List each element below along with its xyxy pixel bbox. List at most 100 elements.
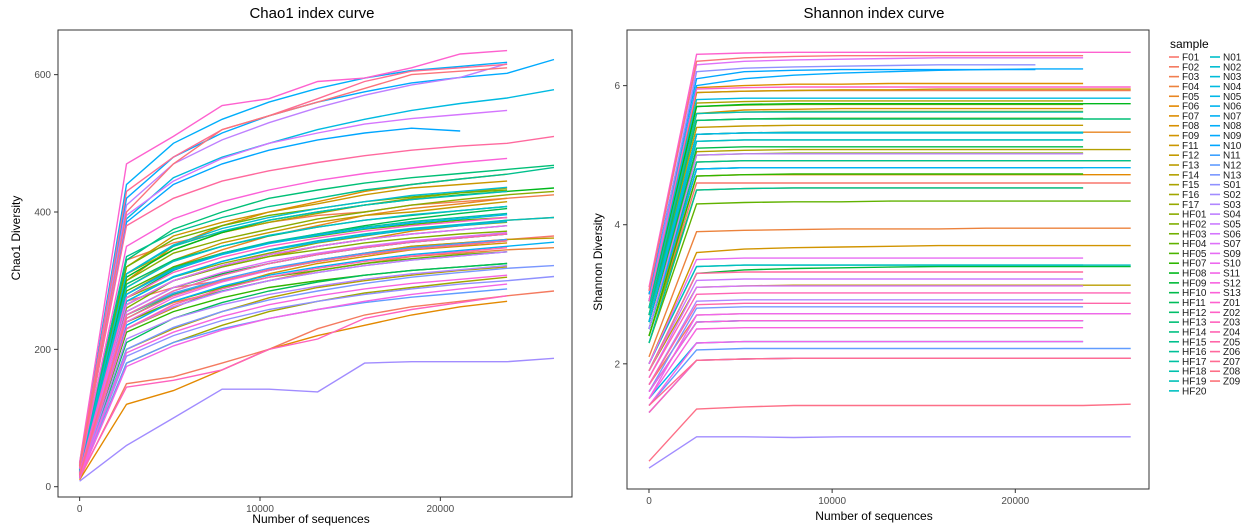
legend-label-f04: F04 bbox=[1182, 82, 1200, 93]
shannon-series-n01 bbox=[648, 139, 1084, 323]
chao1-series-hf13 bbox=[78, 164, 555, 469]
legend-label-hf07: HF07 bbox=[1182, 259, 1207, 270]
legend-label-z05: Z05 bbox=[1223, 337, 1241, 348]
shannon-series-z02 bbox=[648, 86, 1131, 302]
legend-label-f02: F02 bbox=[1182, 62, 1200, 73]
legend-label-z09: Z09 bbox=[1223, 377, 1241, 388]
chao1-x-tick-label: 20000 bbox=[426, 504, 454, 515]
chao1-series-n11 bbox=[78, 238, 508, 476]
chao1-series-s13 bbox=[78, 157, 508, 469]
legend-label-s11: S11 bbox=[1223, 269, 1240, 280]
chao1-series-z08 bbox=[78, 240, 508, 476]
shannon-series-f04 bbox=[648, 227, 1131, 358]
chao1-series-s04 bbox=[78, 63, 508, 465]
chao1-series-z01 bbox=[78, 49, 508, 463]
legend-label-hf16: HF16 bbox=[1182, 347, 1207, 358]
chao1-series-hf11 bbox=[78, 262, 508, 478]
legend-label-n01: N01 bbox=[1223, 53, 1242, 64]
shannon-series-hf16 bbox=[648, 187, 1084, 344]
chao1-x-tick-label: 10000 bbox=[246, 504, 274, 515]
legend-label-s06: S06 bbox=[1223, 229, 1241, 240]
legend-label-f13: F13 bbox=[1182, 161, 1200, 172]
shannon-series-s13 bbox=[648, 320, 1084, 392]
shannon-x-tick-label: 20000 bbox=[1001, 496, 1029, 507]
shannon-series-f09 bbox=[648, 244, 1131, 365]
chao1-x-tick-label: 0 bbox=[77, 504, 83, 515]
shannon-series-z07 bbox=[648, 357, 1131, 407]
chao1-series-group bbox=[78, 49, 555, 482]
shannon-x-tick-label: 0 bbox=[646, 496, 652, 507]
legend-label-s09: S09 bbox=[1223, 249, 1241, 260]
shannon-series-s09 bbox=[648, 257, 1084, 365]
shannon-series-hf19 bbox=[648, 111, 1084, 309]
legend-label-n09: N09 bbox=[1223, 131, 1242, 142]
shannon-y-axis-label: Shannon Diversity bbox=[591, 213, 605, 310]
chao1-y-tick-label: 400 bbox=[34, 207, 51, 218]
legend-label-s02: S02 bbox=[1223, 190, 1241, 201]
shannon-series-f15 bbox=[648, 100, 1084, 302]
legend-label-f08: F08 bbox=[1182, 121, 1200, 132]
legend-label-z08: Z08 bbox=[1223, 367, 1241, 378]
legend-label-hf15: HF15 bbox=[1182, 337, 1207, 348]
chao1-series-z05 bbox=[78, 233, 508, 475]
shannon-series-n10 bbox=[648, 68, 1036, 295]
chao1-series-z02 bbox=[78, 216, 508, 474]
legend-label-n06: N06 bbox=[1223, 102, 1242, 113]
legend-label-n07: N07 bbox=[1223, 111, 1242, 122]
chao1-series-s07 bbox=[78, 231, 508, 475]
legend-label-f03: F03 bbox=[1182, 72, 1200, 83]
shannon-y-tick-label: 2 bbox=[614, 359, 620, 370]
chao1-series-n10 bbox=[78, 127, 461, 469]
chao1-series-hf15 bbox=[78, 166, 555, 470]
legend-label-s12: S12 bbox=[1223, 278, 1241, 289]
legend-label-n12: N12 bbox=[1223, 161, 1242, 172]
shannon-series-hf04 bbox=[648, 200, 1131, 344]
chao1-series-s02 bbox=[79, 357, 555, 482]
chao1-series-n06 bbox=[78, 214, 508, 473]
legend-label-s04: S04 bbox=[1223, 210, 1241, 221]
legend-label-s10: S10 bbox=[1223, 259, 1241, 270]
shannon-series-f01 bbox=[648, 182, 1131, 337]
shannon-series-s03 bbox=[648, 299, 1084, 386]
chao1-panel: Chao1 index curve Number of sequences Ch… bbox=[9, 5, 573, 526]
legend-label-z01: Z01 bbox=[1223, 298, 1241, 309]
chao1-y-tick-label: 600 bbox=[34, 70, 51, 81]
shannon-x-axis-label: Number of sequences bbox=[815, 509, 932, 523]
chao1-series-n02 bbox=[78, 186, 508, 471]
shannon-series-z09 bbox=[648, 55, 1084, 291]
legend-label-n04: N04 bbox=[1223, 82, 1242, 93]
legend-label-hf02: HF02 bbox=[1182, 219, 1207, 230]
chao1-y-tick-label: 0 bbox=[45, 482, 51, 493]
shannon-series-f07 bbox=[648, 82, 1084, 295]
chao1-series-n07 bbox=[78, 241, 555, 476]
chao1-series-s09 bbox=[78, 225, 508, 474]
shannon-x-tick-label: 10000 bbox=[818, 496, 846, 507]
shannon-series-z05 bbox=[648, 302, 1131, 386]
chao1-series-z07 bbox=[78, 63, 508, 466]
legend-label-f17: F17 bbox=[1182, 200, 1200, 211]
shannon-series-hf08 bbox=[648, 103, 1131, 309]
legend-label-f14: F14 bbox=[1182, 170, 1200, 181]
legend-label-f12: F12 bbox=[1182, 151, 1200, 162]
legend-label-hf04: HF04 bbox=[1182, 239, 1207, 250]
legend-label-f15: F15 bbox=[1182, 180, 1200, 191]
chao1-series-s05 bbox=[78, 251, 508, 476]
legend-label-z07: Z07 bbox=[1223, 357, 1241, 368]
chao1-series-hf01 bbox=[78, 190, 555, 472]
chao1-series-z09 bbox=[78, 67, 508, 467]
shannon-series-f08 bbox=[648, 107, 1084, 316]
legend-label-n13: N13 bbox=[1223, 170, 1242, 181]
chao1-series-s06 bbox=[78, 109, 508, 467]
legend-label-n10: N10 bbox=[1223, 141, 1242, 152]
chao1-y-tick-label: 200 bbox=[34, 345, 51, 356]
legend-label-hf11: HF11 bbox=[1182, 298, 1206, 309]
legend-label-hf17: HF17 bbox=[1182, 357, 1207, 368]
legend-label-f16: F16 bbox=[1182, 190, 1200, 201]
legend-label-hf14: HF14 bbox=[1182, 327, 1207, 338]
legend-label-s03: S03 bbox=[1223, 200, 1241, 211]
legend-label-hf10: HF10 bbox=[1182, 288, 1207, 299]
shannon-series-s06 bbox=[648, 285, 1084, 379]
shannon-series-n12 bbox=[648, 347, 1131, 406]
legend-label-z03: Z03 bbox=[1223, 318, 1241, 329]
chao1-series-s01 bbox=[78, 275, 555, 479]
